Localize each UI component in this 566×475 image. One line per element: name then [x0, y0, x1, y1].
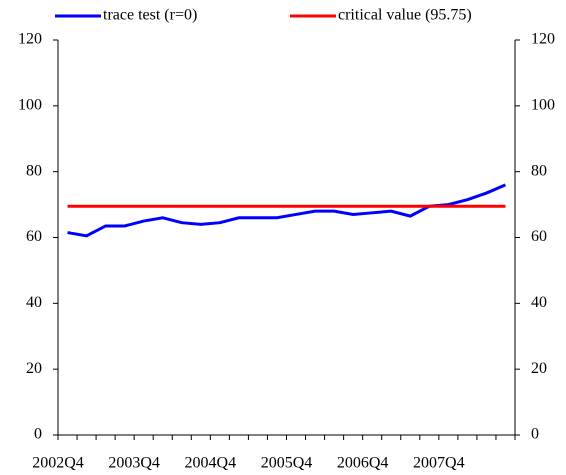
x-tick-label: 2003Q4 [108, 455, 160, 472]
y-tick-label: 0 [34, 426, 42, 443]
y-tick-label: 20 [26, 360, 42, 377]
y2-tick-label: 120 [531, 31, 555, 48]
y2-tick-label: 80 [531, 162, 547, 179]
y2-tick-label: 60 [531, 228, 547, 245]
x-tick-label: 2007Q4 [413, 455, 465, 472]
x-tick-label: 2006Q4 [337, 455, 389, 472]
y-tick-label: 120 [18, 31, 42, 48]
y2-tick-label: 0 [531, 426, 539, 443]
y2-tick-label: 100 [531, 97, 555, 114]
series-line [67, 183, 507, 238]
y2-tick-label: 20 [531, 360, 547, 377]
y-tick-label: 60 [26, 228, 42, 245]
x-tick-label: 2002Q4 [32, 455, 84, 472]
y-tick-label: 80 [26, 162, 42, 179]
y-tick-label: 40 [26, 294, 42, 311]
legend-label: critical value (95.75) [338, 7, 472, 24]
y2-tick-label: 40 [531, 294, 547, 311]
legend-label: trace test (r=0) [103, 7, 197, 24]
y-tick-label: 100 [18, 97, 42, 114]
x-tick-label: 2004Q4 [185, 455, 237, 472]
x-tick-label: 2005Q4 [261, 455, 313, 472]
